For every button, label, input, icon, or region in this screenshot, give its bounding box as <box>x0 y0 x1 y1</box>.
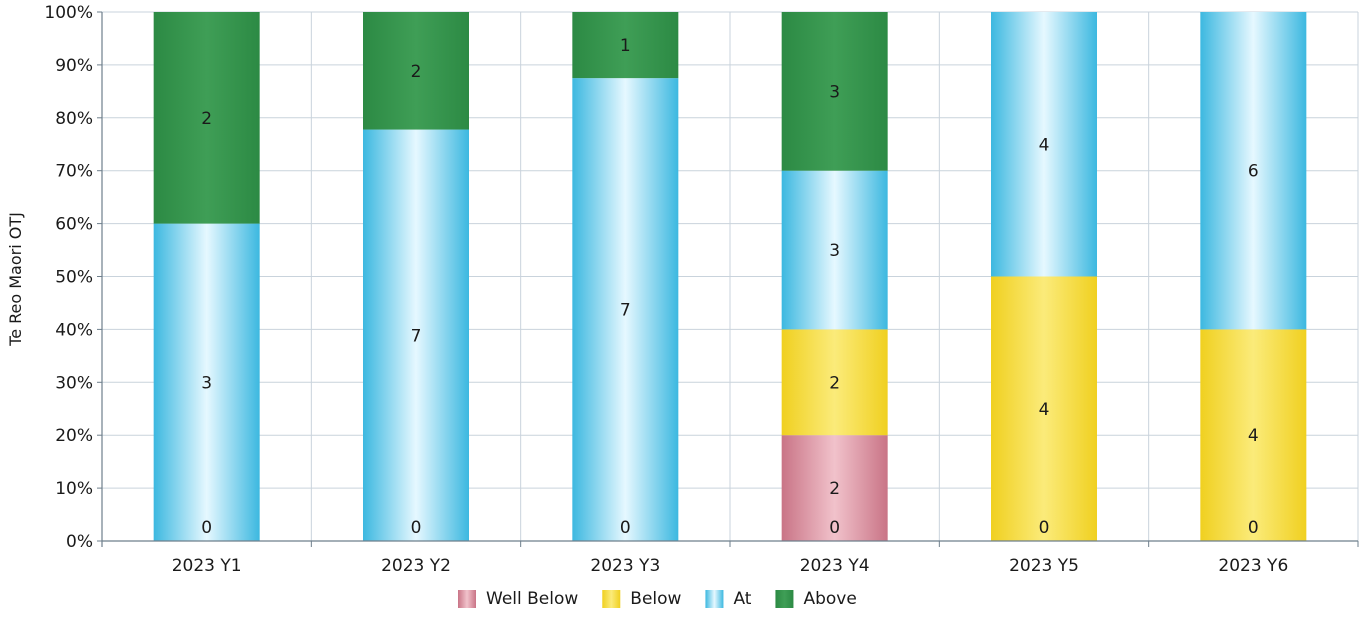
data-label-zero: 0 <box>829 518 840 538</box>
bar-segment-at <box>1200 12 1307 330</box>
bar-segment-at <box>363 129 469 542</box>
bar-segment-above <box>153 12 260 224</box>
data-label-zero: 0 <box>620 518 631 538</box>
y-tick-label: 20% <box>55 426 93 446</box>
x-tick-label: 2023 Y6 <box>1218 556 1288 576</box>
data-label-zero: 0 <box>1039 518 1050 538</box>
x-tick-label: 2023 Y3 <box>590 556 660 576</box>
y-tick-label: 90% <box>55 56 93 76</box>
data-label-zero: 0 <box>411 518 422 538</box>
data-label-zero: 0 <box>201 518 212 538</box>
y-tick-label: 60% <box>55 215 93 235</box>
bar-segment-above <box>572 12 679 79</box>
legend-swatch <box>775 590 794 608</box>
y-tick-label: 40% <box>55 320 93 340</box>
bars <box>153 12 1307 542</box>
bar-segment-below <box>1200 329 1307 541</box>
bar-segment-at <box>781 170 888 330</box>
legend: Well Below Below At Above <box>458 589 857 609</box>
data-label: 3 <box>829 241 840 261</box>
bar-segment-below <box>781 329 888 436</box>
bar-segment-well-below <box>781 435 888 541</box>
y-tick-label: 70% <box>55 162 93 182</box>
y-tick-label: 80% <box>55 109 93 129</box>
legend-label: At <box>733 589 751 609</box>
grid-lines <box>101 11 1359 542</box>
bar-segment-above <box>363 12 469 130</box>
y-tick-label: 0% <box>66 532 93 552</box>
legend-label: Well Below <box>486 589 578 609</box>
y-axis: 0% 10% 20% 30% 40% 50% 60% 70% 80% 90% 100% <box>44 3 103 552</box>
x-tick-label: 2023 Y2 <box>381 556 451 576</box>
data-label: 2 <box>829 373 840 393</box>
data-label: 4 <box>1039 400 1050 420</box>
y-tick-label: 100% <box>44 3 93 23</box>
data-label: 4 <box>1248 426 1259 446</box>
bar-segment-at <box>153 223 260 541</box>
bar-segment-at <box>991 12 1097 277</box>
data-label: 6 <box>1248 162 1259 182</box>
legend-swatch <box>705 590 724 608</box>
legend-label: Above <box>803 589 856 609</box>
data-label: 2 <box>829 479 840 499</box>
bar-segment-below <box>991 276 1097 541</box>
data-label: 3 <box>829 82 840 102</box>
bar-segment-above <box>781 12 888 171</box>
x-tick-label: 2023 Y4 <box>800 556 870 576</box>
data-label: 7 <box>411 326 422 346</box>
x-axis: 2023 Y1 2023 Y2 2023 Y3 2023 Y4 2023 Y5 2023 … <box>101 540 1359 576</box>
legend-swatch <box>602 590 621 608</box>
data-label: 2 <box>411 62 422 82</box>
legend-label: Below <box>630 589 681 609</box>
data-label: 2 <box>201 109 212 129</box>
y-tick-label: 50% <box>55 268 93 288</box>
legend-swatch <box>458 590 476 608</box>
x-tick-label: 2023 Y5 <box>1009 556 1079 576</box>
data-label: 4 <box>1039 135 1050 155</box>
data-label: 3 <box>201 373 212 393</box>
data-label-zero: 0 <box>1248 518 1259 538</box>
bar-segment-at <box>572 78 679 541</box>
y-tick-label: 30% <box>55 373 93 393</box>
y-tick-label: 10% <box>55 479 93 499</box>
data-label: 1 <box>620 36 631 56</box>
x-tick-label: 2023 Y1 <box>172 556 242 576</box>
data-label: 7 <box>620 301 631 321</box>
data-labels: 3 2 0 7 2 0 7 1 0 2 2 3 3 0 4 4 0 4 6 0 <box>201 36 1258 538</box>
y-axis-title: Te Reo Maori OTJ <box>6 212 25 347</box>
